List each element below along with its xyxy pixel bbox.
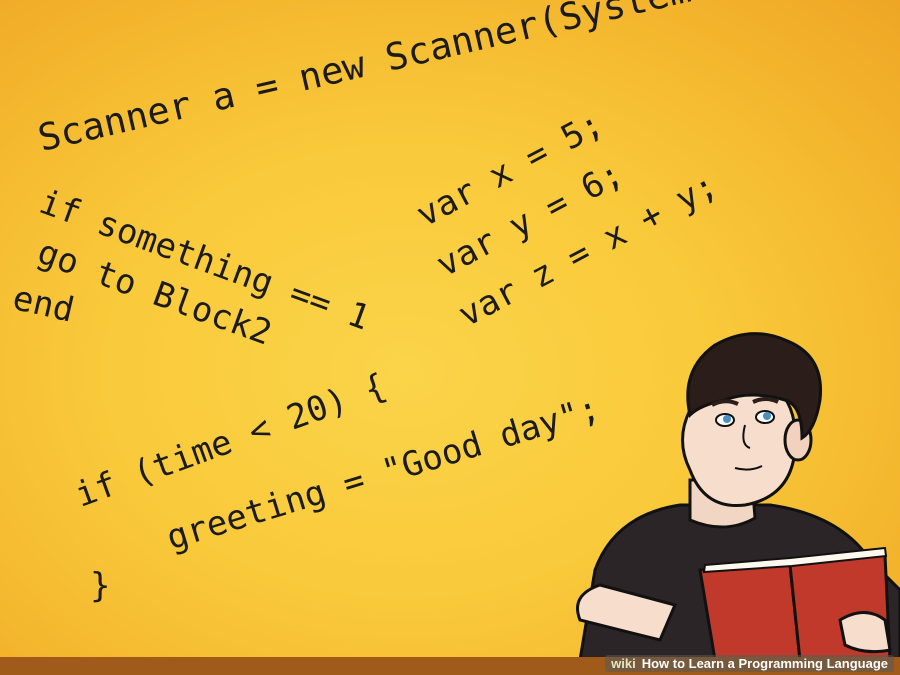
person-reading-illustration [576, 332, 900, 660]
code-close-brace: } [90, 566, 111, 606]
watermark: wiki How to Learn a Programming Language [605, 655, 894, 672]
wikihow-logo: wiki [611, 656, 636, 671]
right-hand [838, 611, 892, 654]
book [698, 563, 802, 660]
watermark-title: How to Learn a Programming Language [641, 656, 888, 671]
left-arm [576, 583, 678, 642]
hair [686, 332, 823, 441]
